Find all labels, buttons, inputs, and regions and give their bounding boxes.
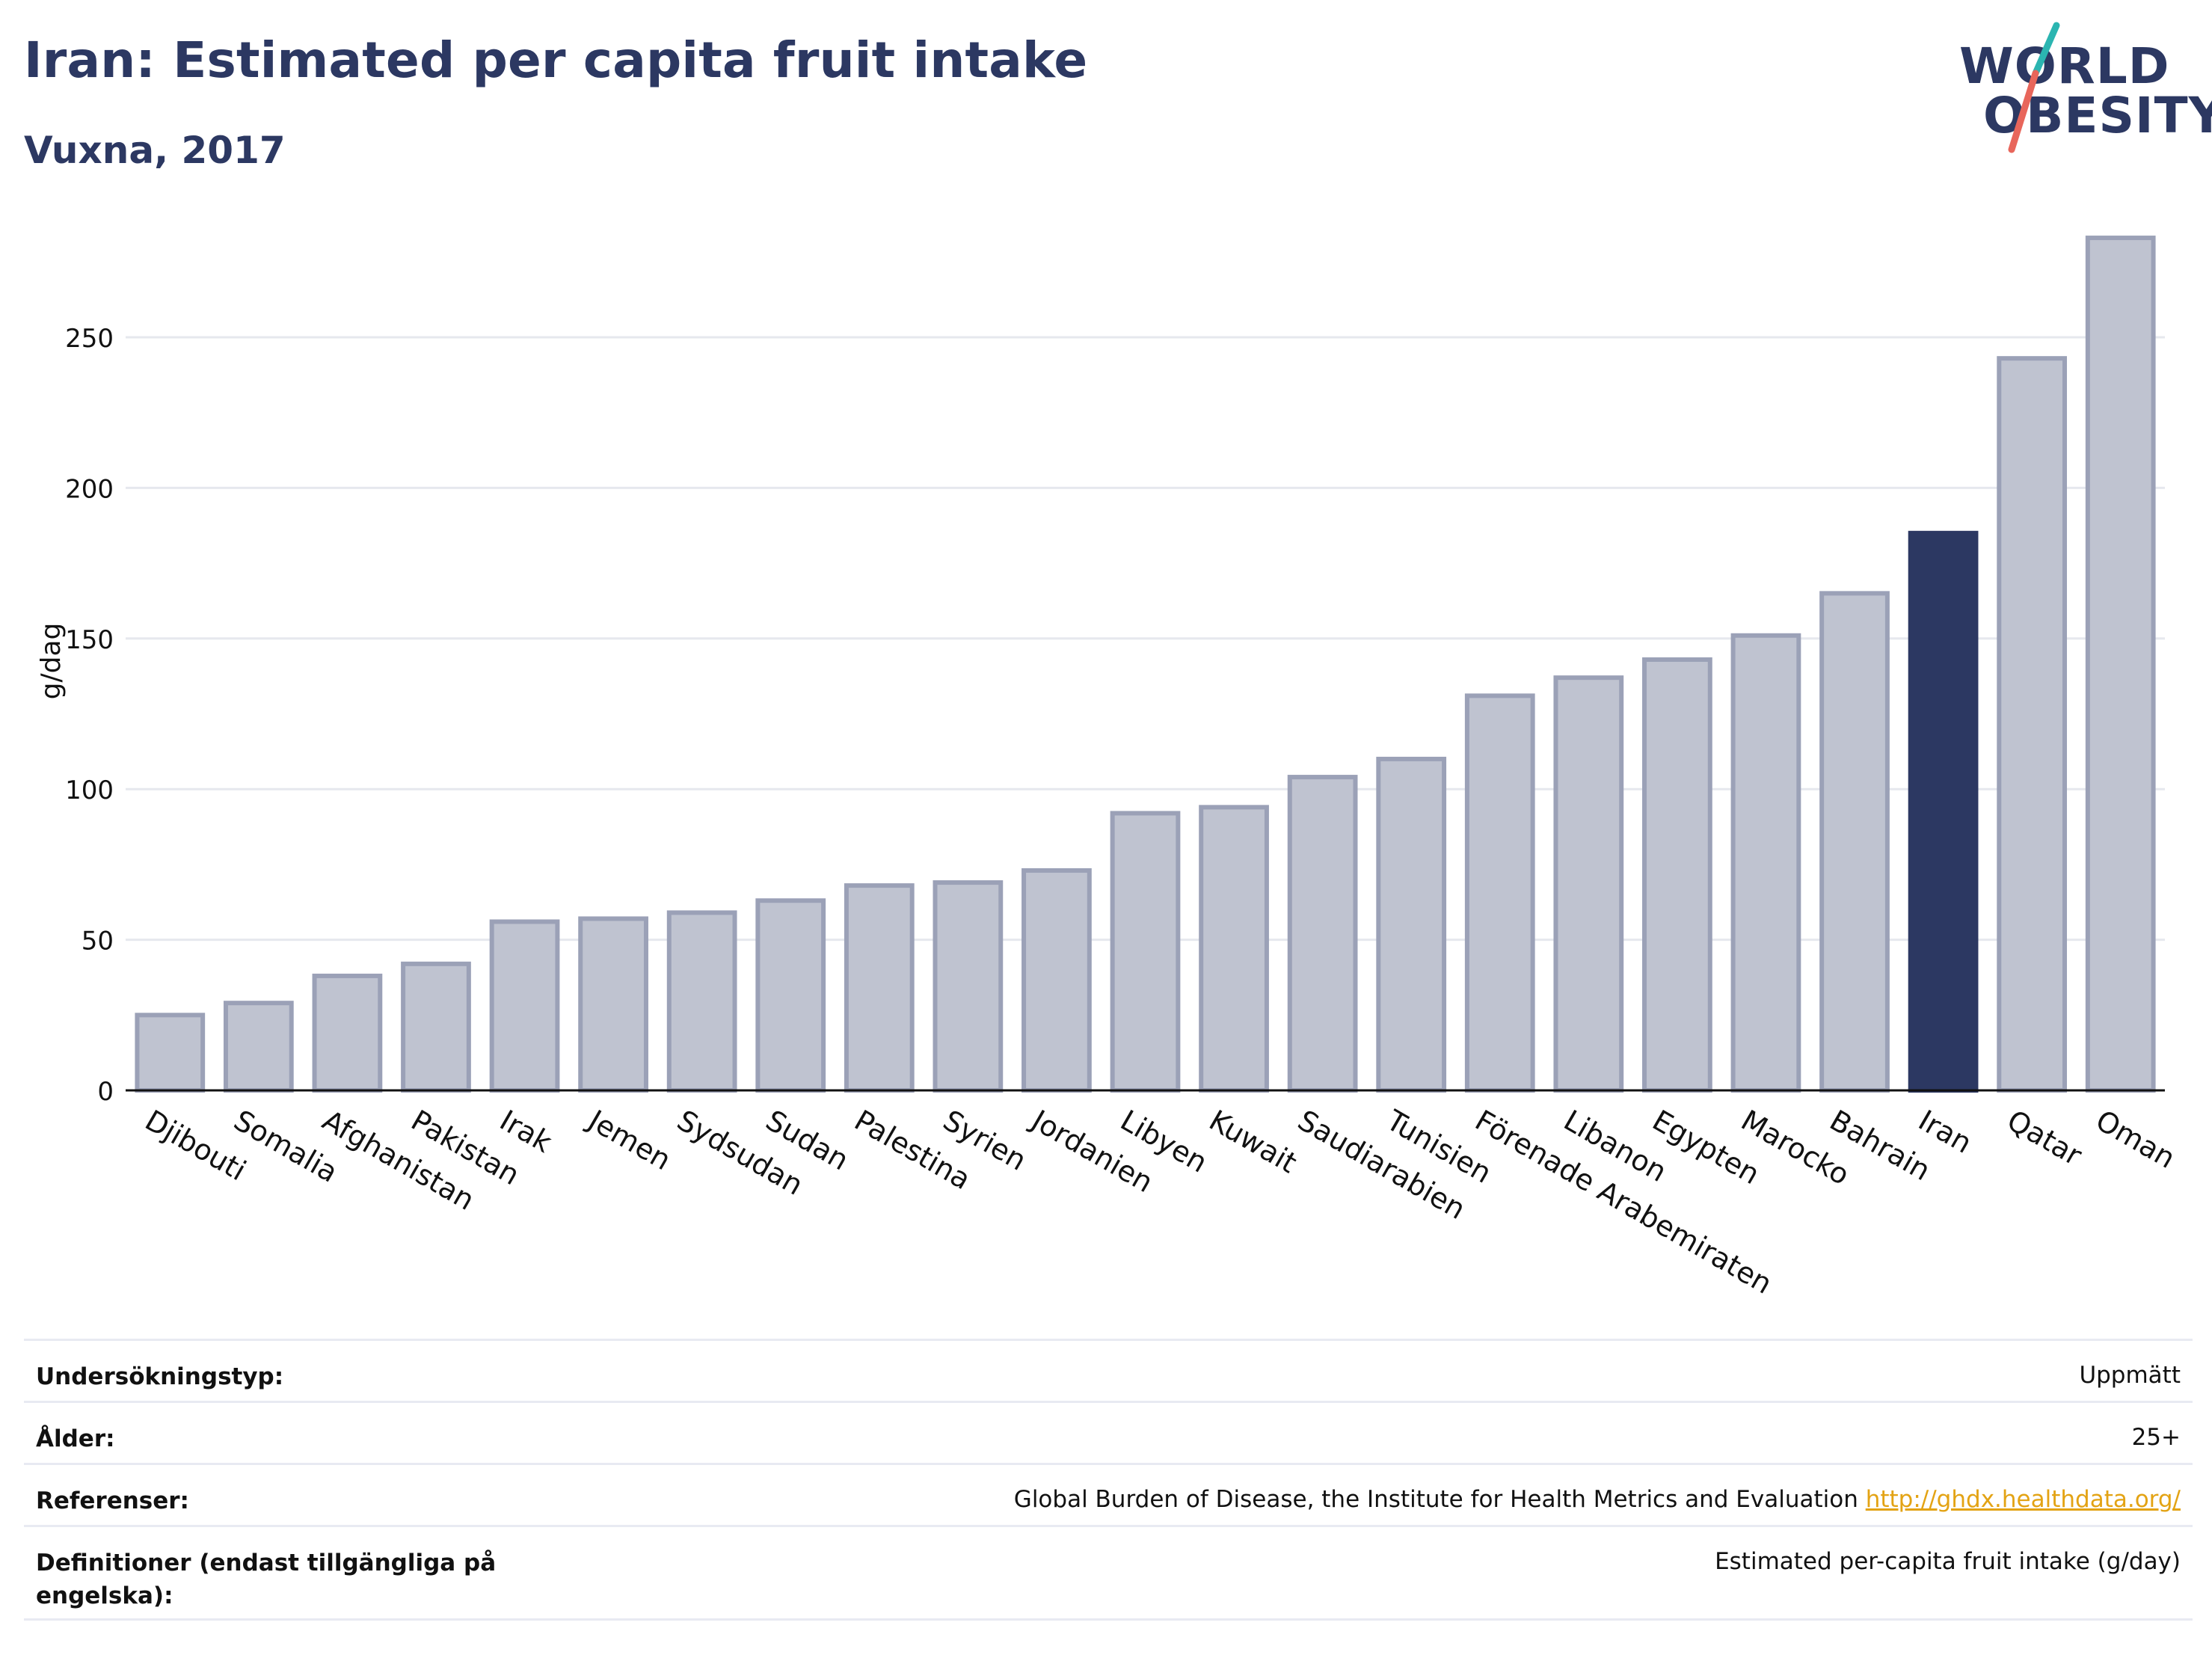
info-value-with-link: Global Burden of Disease, the Institute … [1014,1484,2181,1514]
x-tick-label: Jemen [582,1103,677,1177]
bar-jordanien [1021,868,1092,1093]
x-tick-label: Kuwait [1204,1104,1303,1180]
info-row-references: Referenser: Global Burden of Disease, th… [24,1463,2193,1525]
bar-sudan [755,898,826,1093]
bar-palestina [844,883,915,1093]
info-value: 25+ [2131,1424,2181,1451]
chart-subtitle: Vuxna, 2017 [24,129,286,172]
y-axis-label: g/dag [36,623,67,700]
info-row-age: Ålder: 25+ [24,1401,2193,1463]
bar-libyen [1110,811,1181,1093]
info-label: Undersökningstyp: [36,1363,284,1390]
y-tick-label: 100 [65,776,114,805]
info-table: Undersökningstyp: Uppmätt Ålder: 25+ Ref… [24,1339,2193,1621]
bar-jemen [578,916,648,1093]
bar-djibouti [135,1013,206,1093]
bar-egypten [1642,657,1712,1093]
x-tick-label: Oman [2090,1104,2181,1175]
info-label: Referenser: [36,1487,189,1514]
x-tick-label: Qatar [2002,1104,2088,1173]
y-tick-label: 200 [65,474,114,504]
info-row-survey-type: Undersökningstyp: Uppmätt [24,1339,2193,1401]
info-row-definitions: Definitioner (endast tillgängliga på eng… [24,1525,2193,1621]
bar-qatar [1997,356,2068,1093]
bar-iran [1908,530,1979,1093]
info-value: Estimated per-capita fruit intake (g/day… [1715,1548,2181,1575]
bar-irak [489,919,560,1093]
world-obesity-logo: WORLD OBESITY [1952,21,2212,163]
y-tick-label: 250 [65,324,114,354]
info-value: Uppmätt [2079,1362,2181,1389]
bar-tunisien [1376,756,1447,1093]
y-tick-label: 50 [82,927,114,957]
y-tick-label: 0 [97,1077,114,1107]
bar-sydsudan [666,910,737,1093]
bar-bahrain [1819,591,1890,1093]
chart-title: Iran: Estimated per capita fruit intake [24,31,1088,89]
bar-f-renade-arabemiraten [1464,693,1535,1093]
bar-afghanistan [312,973,383,1093]
bar-pakistan [401,961,471,1093]
bars [135,236,2156,1093]
bar-libanon [1553,675,1624,1093]
bar-chart: 050100150200250DjiboutiSomaliaAfghanista… [36,236,2181,1301]
logo-slash-icon [2008,22,2060,153]
info-label: Definitioner (endast tillgängliga på eng… [36,1550,497,1609]
logo-line-1: WORLD [1959,37,2170,95]
info-label: Ålder: [36,1425,115,1452]
bar-somalia [223,1001,294,1093]
reference-link[interactable]: http://ghdx.healthdata.org/ [1865,1486,2181,1513]
reference-text: Global Burden of Disease, the Institute … [1013,1486,1858,1513]
bar-marocko [1730,633,1801,1093]
bar-syrien [933,880,1004,1093]
bar-saudiarabien [1287,775,1358,1093]
x-tick-label: Djibouti [140,1104,252,1188]
bar-kuwait [1199,805,1269,1093]
bar-oman [2085,236,2156,1093]
y-tick-label: 150 [65,625,114,655]
